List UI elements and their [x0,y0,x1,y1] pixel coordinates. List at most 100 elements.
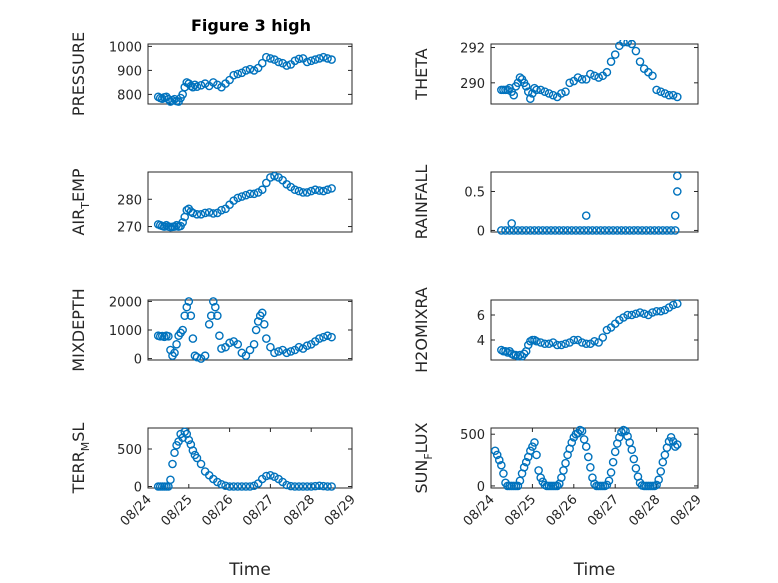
data-point [315,334,324,343]
data-point [532,450,541,460]
subplots-grid: 800 900 1000 PRESSURE 290 292 THETA 270 280 AIRTE… [69,32,705,580]
data-point [598,333,608,342]
data-point [519,463,529,472]
y-tick-label: 800 [117,88,142,103]
subplot-pressure: 800 900 1000 PRESSURE [69,32,353,116]
data-point [515,73,525,82]
data-point [577,426,587,436]
data-point [294,186,304,196]
y-tick-label: 500 [460,428,485,443]
y-tick-label: 292 [460,42,485,57]
data-point [664,437,674,446]
data-point [654,226,663,235]
data-point [536,473,545,482]
data-point [567,226,577,235]
y-axis-label: H2OMIXRA [412,287,431,373]
data-point [656,87,666,96]
data-point [629,226,639,235]
data-point [652,480,661,490]
data-point [670,226,680,235]
data-point [225,338,234,348]
y-tick-label: 0 [134,481,142,496]
data-point [157,94,167,104]
data-point [521,82,531,91]
data-point [567,438,577,447]
data-point [306,186,316,196]
data-point [178,218,187,227]
data-point [319,52,328,62]
series-markers [490,425,682,491]
data-point [583,452,593,462]
y-axis-label: TERRMSL [69,423,92,495]
data-point [208,209,218,218]
data-point [266,173,275,182]
data-point [561,339,570,349]
data-point [217,344,226,353]
data-point [646,226,655,235]
data-point [501,226,510,235]
data-point [237,482,247,491]
series-markers [153,297,336,363]
x-axis-label: Time [228,560,271,580]
y-tick-label: 900 [117,64,142,79]
data-point [323,482,332,491]
series-markers [153,52,336,106]
data-point [654,475,663,485]
data-point [557,89,566,98]
x-tick-label: 08/25 [159,492,196,529]
data-point [298,188,308,197]
data-point [245,64,255,74]
data-point [581,339,591,349]
data-point [608,457,618,467]
data-point [639,309,649,319]
data-point [673,92,682,102]
data-point [629,454,639,464]
data-point [573,73,583,82]
data-point [302,57,312,67]
data-point [251,325,261,335]
data-point [530,438,539,447]
subplot-rainfall: 0 0.5 RAINFALL [412,165,699,239]
data-point [612,226,622,235]
data-point [637,226,647,235]
data-point [662,226,672,235]
subplot-h2omixra: 4 6 H2OMIXRA [412,287,699,373]
data-point [180,427,190,437]
data-point [302,341,312,351]
data-point [327,55,336,64]
data-point [666,433,676,442]
data-point [513,226,523,235]
data-point [211,302,220,312]
data-point [310,185,320,195]
data-point [627,445,637,455]
data-point [606,468,616,477]
data-point [507,219,517,228]
data-point [241,190,251,200]
data-point [257,308,267,318]
data-point [592,226,601,235]
data-point [262,52,271,62]
data-point [237,192,247,201]
data-point [552,340,562,350]
data-point [168,459,177,469]
axes-box [490,171,699,233]
data-point [575,226,585,235]
data-point [594,338,603,347]
data-point [241,66,251,75]
data-point [315,186,324,195]
data-point [652,85,661,95]
data-point [192,453,202,463]
figure-title: Figure 3 high [191,16,311,35]
data-point [670,211,680,220]
data-point [282,480,292,490]
data-point [290,185,300,195]
data-point [627,40,637,49]
data-point [536,85,545,95]
data-point [164,331,173,341]
data-point [526,446,535,456]
data-point [517,226,527,235]
data-point [530,226,539,235]
data-point [534,226,543,235]
data-point [490,446,500,456]
